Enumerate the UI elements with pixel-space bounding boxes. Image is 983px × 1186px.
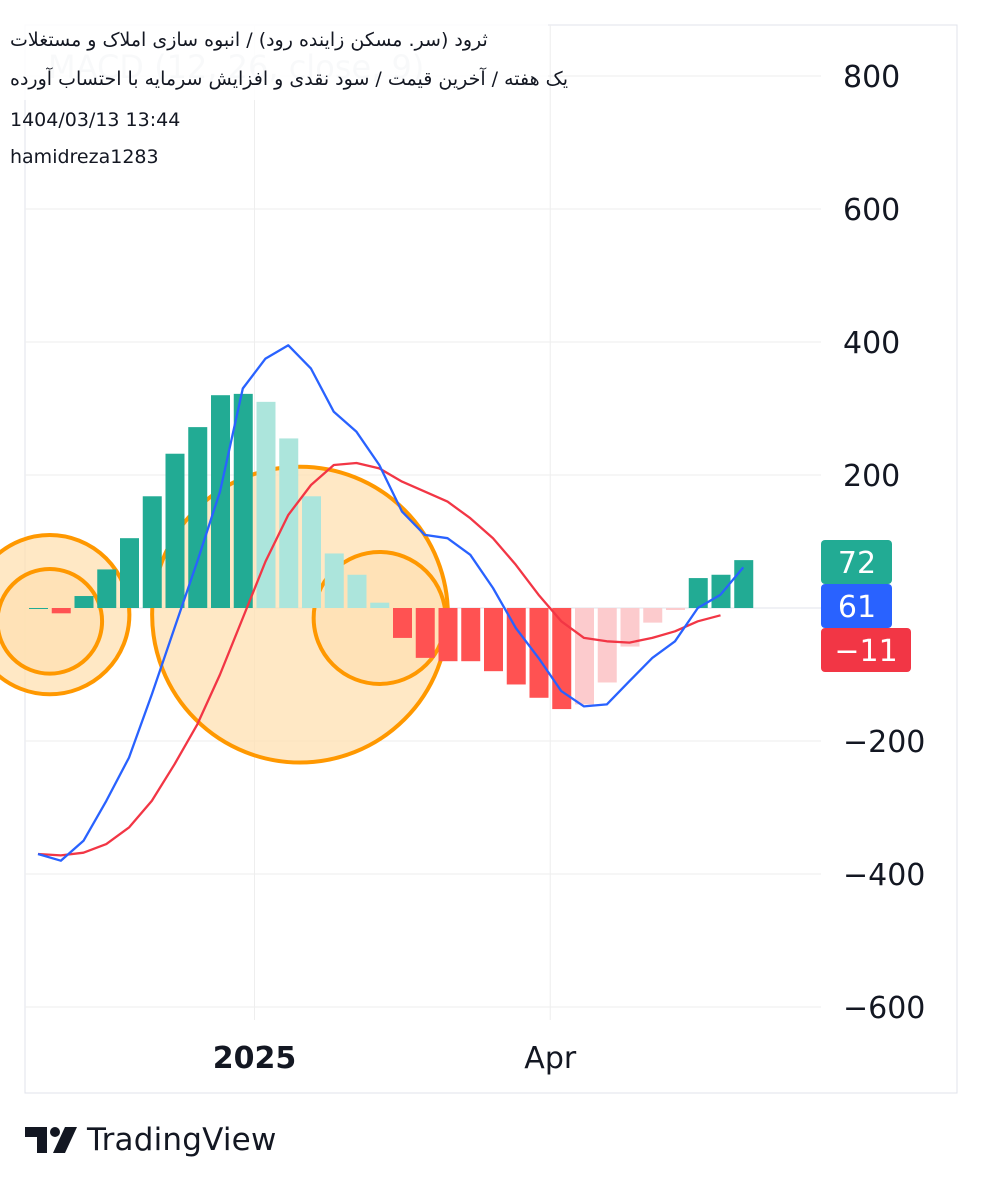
histogram-bar xyxy=(643,608,663,623)
last-value-label: 61 xyxy=(838,590,876,625)
histogram-bar xyxy=(188,427,208,608)
histogram-bar xyxy=(461,608,481,662)
histogram-bar xyxy=(74,596,94,608)
histogram-bar xyxy=(438,608,458,662)
histogram-bar xyxy=(324,553,344,608)
histogram-bar xyxy=(347,574,367,608)
signal-line xyxy=(37,461,721,857)
highlight-circle xyxy=(0,566,105,676)
histogram-bar xyxy=(302,496,321,608)
histogram-bar xyxy=(51,608,71,614)
histogram-bar xyxy=(575,608,594,705)
histogram-bar xyxy=(415,608,435,658)
x-tick-label: Apr xyxy=(524,1041,577,1076)
histogram-bar xyxy=(688,578,708,608)
histogram-bar xyxy=(120,538,139,608)
histogram-bar xyxy=(211,395,230,608)
x-tick-label: 2025 xyxy=(213,1041,297,1076)
y-tick-label: −200 xyxy=(843,725,925,760)
tradingview-branding[interactable]: TradingView xyxy=(25,1120,277,1160)
y-tick-label: 600 xyxy=(843,193,900,228)
brand-name: TradingView xyxy=(87,1122,277,1158)
chart-settings-subtitle: یک هفته / آخرین قیمت / سود نقدی و افزایش… xyxy=(10,68,568,90)
tradingview-logo-icon xyxy=(25,1127,77,1153)
histogram-bar xyxy=(484,608,503,672)
histogram-bar xyxy=(506,608,526,685)
histogram-bar xyxy=(711,574,731,608)
histogram-bar xyxy=(529,608,549,698)
symbol-title: ثرود (سر. مسکن زاینده رود) / انبوه سازی … xyxy=(10,29,488,51)
last-value-badge xyxy=(821,584,892,628)
histogram-bar xyxy=(165,453,185,608)
histogram-bar xyxy=(233,393,253,608)
histogram-bar xyxy=(370,602,390,608)
histogram-bar xyxy=(279,438,299,608)
histogram-bar xyxy=(256,401,276,608)
last-value-label: −11 xyxy=(834,634,897,669)
histogram-bar xyxy=(620,608,640,647)
y-tick-label: 800 xyxy=(843,60,900,95)
last-value-badge xyxy=(821,628,911,672)
histogram-bar xyxy=(29,608,48,609)
last-value-label: 72 xyxy=(838,546,876,581)
snapshot-datetime: 1404/03/13 13:44 xyxy=(10,109,181,131)
histogram-bar xyxy=(142,496,162,608)
histogram-bar xyxy=(597,608,617,683)
y-tick-label: −400 xyxy=(843,858,925,893)
histogram-bar xyxy=(97,569,117,608)
histogram-bar xyxy=(552,608,572,710)
histogram-bar xyxy=(734,560,754,608)
histogram-bar xyxy=(666,608,685,610)
header-backdrop xyxy=(0,22,548,100)
y-tick-label: 200 xyxy=(843,459,900,494)
last-value-badge xyxy=(821,540,892,584)
author-name: hamidreza1283 xyxy=(10,146,159,168)
histogram-bar xyxy=(393,608,412,638)
y-tick-label: 400 xyxy=(843,326,900,361)
macd-line xyxy=(37,344,745,862)
y-tick-label: −600 xyxy=(843,991,925,1026)
